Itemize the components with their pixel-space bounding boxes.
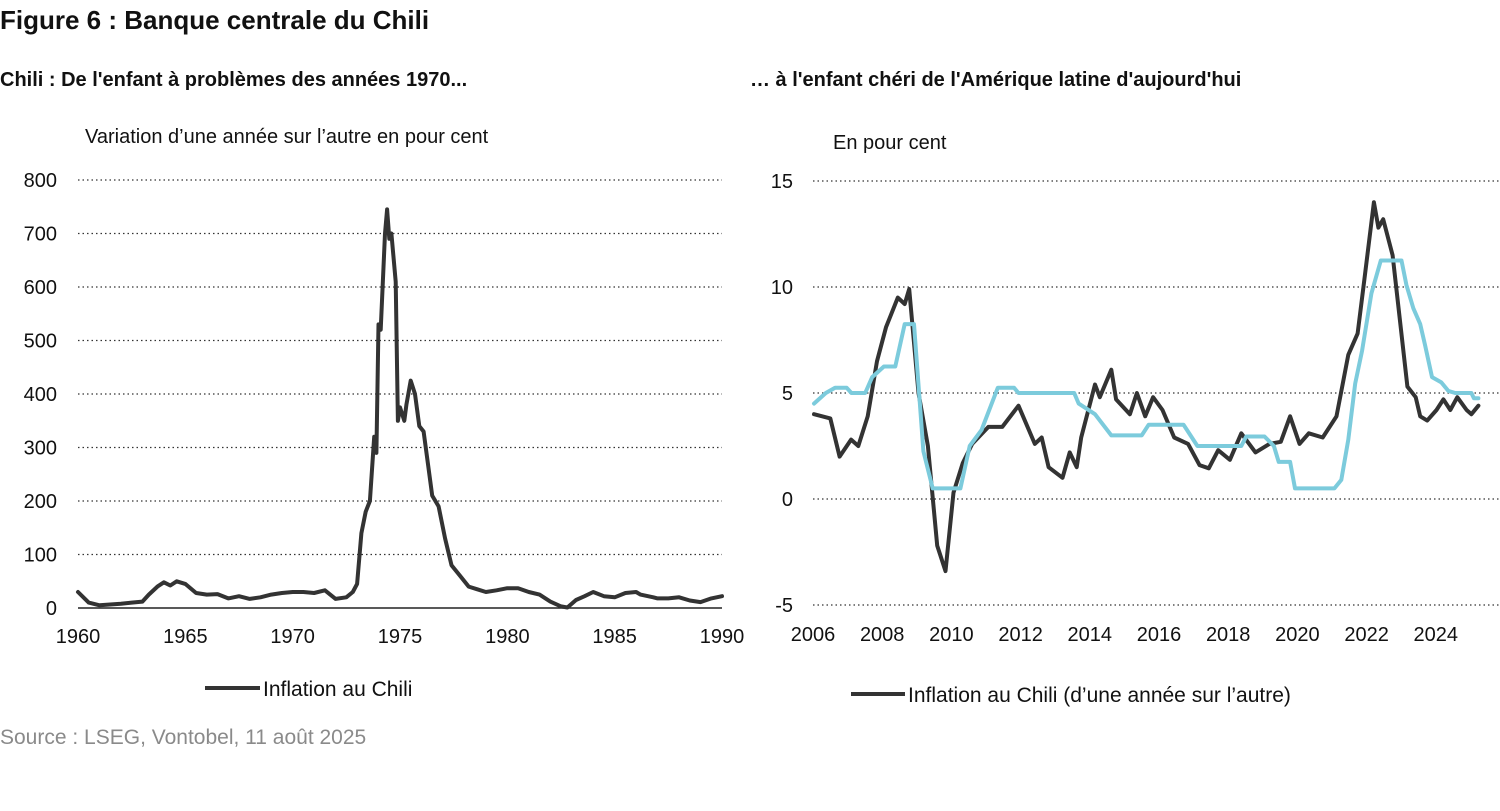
series-line-cyan [812, 258, 1481, 491]
x-tick-label: 2008 [860, 624, 905, 646]
series-line-inflation [76, 207, 724, 610]
y-tick-label: 0 [782, 489, 793, 511]
x-tick-label: 2018 [1206, 624, 1251, 646]
right-y-unit-label: En pour cent [833, 132, 947, 154]
y-tick-label: 5 [782, 383, 793, 405]
series-line-inflation [812, 200, 1481, 574]
x-tick-label: 2006 [791, 624, 836, 646]
x-tick-label: 1960 [56, 626, 101, 648]
y-tick-label: 700 [24, 224, 57, 246]
x-tick-label: 2024 [1414, 624, 1459, 646]
legend-label-inflation-yoy: Inflation au Chili (d’une année sur l’au… [908, 684, 1291, 707]
left-y-unit-label: Variation d’une année sur l’autre en pou… [85, 126, 489, 148]
y-tick-label: 200 [24, 491, 57, 513]
x-tick-label: 2020 [1275, 624, 1320, 646]
x-tick-label: 2016 [1137, 624, 1182, 646]
y-tick-label: 100 [24, 545, 57, 567]
right-legend: Inflation au Chili (d’une année sur l’au… [851, 684, 1291, 707]
x-tick-label: 1990 [700, 626, 745, 648]
x-tick-label: 2012 [998, 624, 1043, 646]
x-tick-label: 1965 [163, 626, 208, 648]
x-tick-label: 2014 [1068, 624, 1113, 646]
x-tick-label: 1985 [592, 626, 637, 648]
figure-title: Figure 6 : Banque centrale du Chili [0, 5, 429, 35]
x-tick-label: 2022 [1344, 624, 1389, 646]
y-tick-label: 500 [24, 331, 57, 353]
y-tick-label: 800 [24, 170, 57, 192]
y-tick-label: 15 [771, 171, 793, 193]
legend-label-inflation: Inflation au Chili [263, 678, 412, 701]
y-tick-label: 0 [46, 598, 57, 620]
x-tick-label: 2010 [929, 624, 974, 646]
y-tick-label: 400 [24, 384, 57, 406]
left-chart: 0 100 200 300 400 500 600 700 800 1960 1965 1970 197… [24, 170, 745, 648]
left-legend: Inflation au Chili [205, 678, 412, 701]
y-tick-label: 10 [771, 277, 793, 299]
source-note: Source : LSEG, Vontobel, 11 août 2025 [0, 726, 366, 749]
y-tick-label: 600 [24, 277, 57, 299]
y-tick-label: -5 [775, 595, 793, 617]
y-tick-label: 300 [24, 438, 57, 460]
right-chart: -5 0 5 10 15 2006 2008 2010 2012 2014 2016 2018 2020… [771, 171, 1500, 646]
left-chart-title: Chili : De l'enfant à problèmes des anné… [0, 69, 467, 91]
x-tick-label: 1970 [270, 626, 315, 648]
right-chart-title: … à l'enfant chéri de l'Amérique latine … [750, 69, 1241, 91]
x-tick-label: 1975 [378, 626, 423, 648]
x-tick-label: 1980 [485, 626, 530, 648]
